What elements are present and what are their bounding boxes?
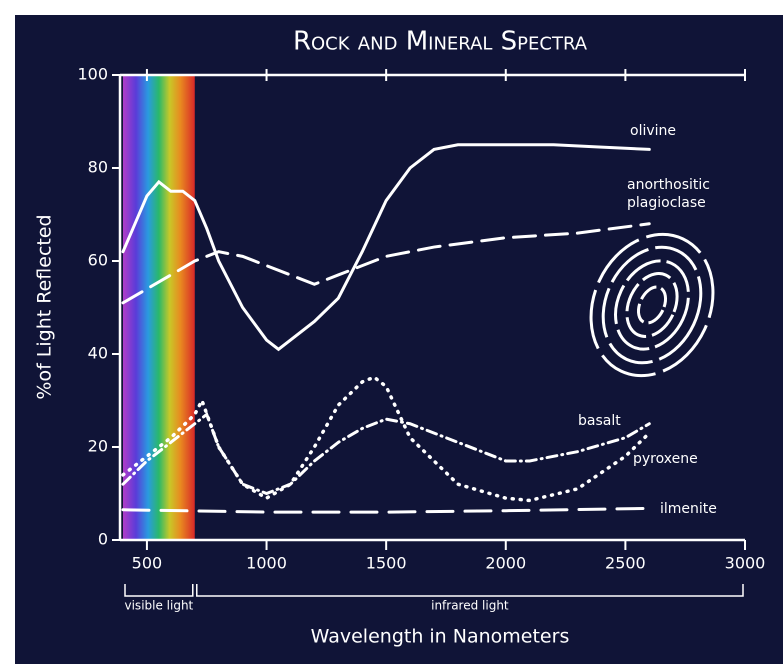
visible-band xyxy=(123,75,195,540)
series-line xyxy=(121,143,651,352)
region-label: visible light xyxy=(125,599,194,613)
x-tick-label: 3000 xyxy=(725,554,766,573)
series-line xyxy=(121,412,651,496)
x-tick-label: 1500 xyxy=(366,554,407,573)
region-bracket xyxy=(196,584,744,597)
x-tick-label: 500 xyxy=(132,554,163,573)
series-label: anorthositic plagioclase xyxy=(627,177,710,211)
x-axis-title: Wavelength in Nanometers xyxy=(311,626,570,648)
y-tick-label: 80 xyxy=(88,158,108,177)
x-tick-label: 1000 xyxy=(246,554,287,573)
region-bracket xyxy=(124,584,194,597)
region-label: infrared light xyxy=(431,599,509,613)
series-label: ilmenite xyxy=(660,501,717,517)
y-tick-label: 20 xyxy=(88,437,108,456)
y-tick-label: 40 xyxy=(88,344,108,363)
fingerprint xyxy=(589,232,715,378)
chart-title: Rock and Mineral Spectra xyxy=(293,27,588,57)
x-tick-label: 2000 xyxy=(485,554,526,573)
series-line xyxy=(121,506,651,514)
y-axis-title: %of Light Reflected xyxy=(34,214,56,399)
x-tick-label: 2500 xyxy=(605,554,646,573)
y-tick-label: 60 xyxy=(88,251,108,270)
series-label: basalt xyxy=(578,413,621,429)
series-label: pyroxene xyxy=(633,451,698,467)
series-line xyxy=(121,222,651,305)
y-tick-label: 0 xyxy=(98,530,108,549)
series-label: olivine xyxy=(630,123,677,139)
series-line xyxy=(121,375,652,503)
y-tick-label: 100 xyxy=(77,65,108,84)
